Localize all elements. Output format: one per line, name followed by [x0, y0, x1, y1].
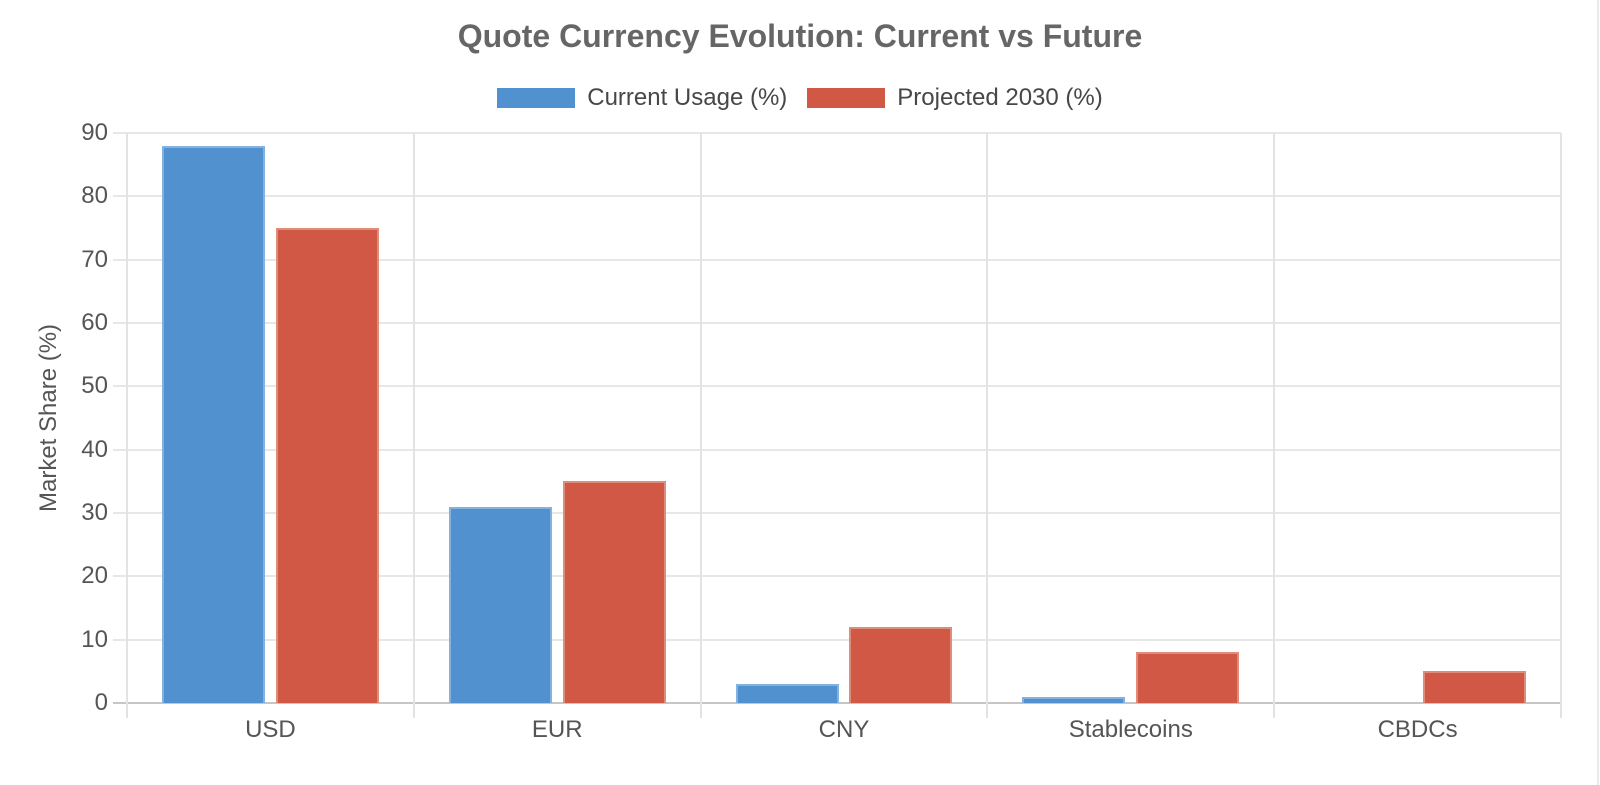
gridline-y-50 — [113, 385, 1561, 388]
x-label-stablecoins: Stablecoins — [1068, 716, 1193, 743]
y-tick-label-90: 90 — [81, 119, 108, 146]
gridline-y-10 — [113, 638, 1561, 641]
gridline-x-2 — [699, 133, 702, 718]
bar-current-usage-usd[interactable] — [161, 145, 265, 703]
bar-projected-2030-usd[interactable] — [275, 228, 379, 703]
gridline-y-80 — [113, 195, 1561, 198]
legend-label-projected: Projected 2030 (%) — [897, 84, 1103, 111]
x-axis-labels: USD EUR CNY Stablecoins CBDCs — [127, 712, 1561, 748]
y-tick-label-80: 80 — [81, 182, 108, 210]
gridline-x-4 — [1273, 133, 1276, 718]
bar-current-usage-eur[interactable] — [448, 506, 552, 703]
bar-group-stablecoins — [987, 133, 1274, 703]
bar-group-usd — [127, 133, 414, 703]
bar-current-usage-stablecoins[interactable] — [1022, 696, 1126, 703]
page-right-edge-line — [1597, 0, 1599, 785]
x-label-usd: USD — [245, 716, 296, 743]
legend-swatch-projected-icon — [807, 88, 886, 108]
x-label-cbdcs: CBDCs — [1377, 716, 1458, 743]
gridline-x-1 — [412, 133, 415, 718]
bar-current-usage-cny[interactable] — [735, 684, 839, 703]
gridline-y-60 — [113, 322, 1561, 325]
legend-swatch-current-icon — [497, 88, 576, 108]
y-tick-label-20: 20 — [81, 562, 108, 590]
gridline-y-90 — [113, 132, 1561, 134]
bar-projected-2030-cny[interactable] — [849, 627, 953, 703]
bar-projected-2030-eur[interactable] — [562, 481, 666, 703]
gridline-y-30 — [113, 512, 1561, 515]
gridline-y-20 — [113, 575, 1561, 578]
y-tick-label-70: 70 — [81, 245, 108, 273]
legend-item-current[interactable]: Current Usage (%) — [497, 84, 787, 112]
y-axis-tick-labels: 0 10 20 30 40 50 60 70 80 90 — [0, 121, 108, 715]
gridline-y-0 — [113, 702, 1561, 704]
legend-item-projected[interactable]: Projected 2030 (%) — [807, 84, 1103, 112]
y-tick-label-10: 10 — [81, 625, 108, 653]
legend: Current Usage (%) Projected 2030 (%) — [0, 84, 1600, 112]
gridline-y-40 — [113, 448, 1561, 451]
gridline-x-5 — [1560, 133, 1562, 718]
gridline-x-0 — [126, 133, 128, 718]
y-tick-label-40: 40 — [81, 435, 108, 463]
bar-group-cny — [701, 133, 988, 703]
legend-label-current: Current Usage (%) — [587, 84, 788, 111]
gridline-y-70 — [113, 258, 1561, 261]
gridline-x-3 — [986, 133, 989, 718]
y-tick-label-30: 30 — [81, 499, 108, 526]
x-label-eur: EUR — [531, 716, 583, 743]
y-tick-label-60: 60 — [81, 309, 108, 336]
y-tick-label-50: 50 — [81, 372, 108, 400]
chart-title: Quote Currency Evolution: Current vs Fut… — [457, 18, 1143, 54]
y-tick-label-0: 0 — [94, 689, 108, 716]
x-label-cny: CNY — [818, 716, 870, 743]
bar-projected-2030-stablecoins[interactable] — [1136, 652, 1240, 703]
bar-group-cbdcs — [1274, 133, 1561, 703]
bar-projected-2030-cbdcs[interactable] — [1423, 671, 1526, 703]
bar-group-eur — [414, 133, 701, 703]
plot-area — [113, 132, 1562, 718]
